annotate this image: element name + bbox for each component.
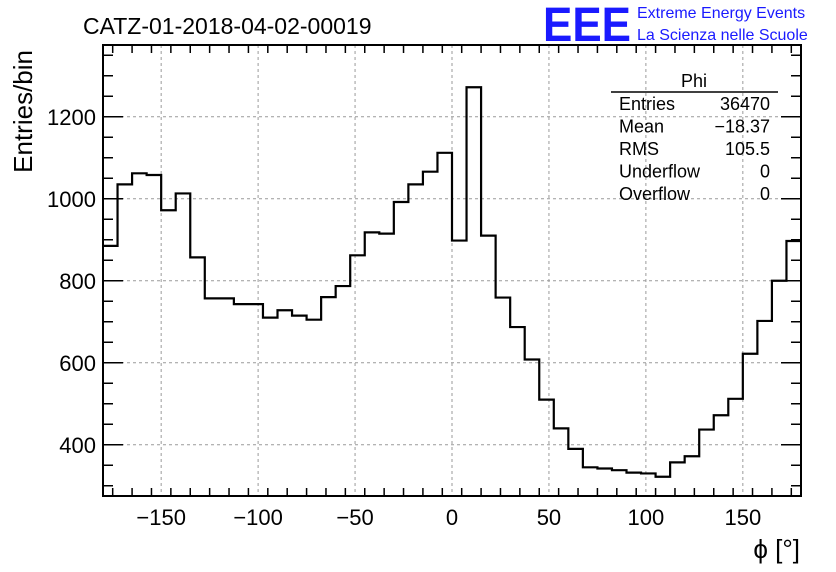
stats-value: 105.5 — [725, 139, 770, 159]
stats-label: Mean — [619, 117, 664, 137]
stats-value: 36470 — [720, 94, 770, 114]
stats-label: RMS — [619, 139, 659, 159]
y-axis-label: Entries/bin — [8, 50, 38, 173]
chart-title: CATZ-01-2018-04-02-00019 — [83, 13, 372, 39]
x-tick-label: 50 — [537, 505, 561, 530]
x-tick-label: −150 — [136, 505, 186, 530]
x-tick-label: −100 — [233, 505, 283, 530]
stats-label: Underflow — [619, 162, 701, 182]
stats-value: 0 — [760, 162, 770, 182]
x-axis-label: ϕ [°] — [753, 534, 800, 564]
stats-label: Entries — [619, 94, 675, 114]
x-axis-ticks — [111, 45, 793, 496]
x-tick-label: 150 — [724, 505, 761, 530]
y-axis-tick-labels: 400 600 800 1000 1200 — [47, 105, 96, 458]
y-tick-label: 1000 — [47, 187, 96, 212]
x-tick-label: −50 — [336, 505, 373, 530]
y-tick-label: 400 — [59, 433, 96, 458]
y-tick-label: 800 — [59, 269, 96, 294]
stats-rows: Entries 36470 Mean −18.37 RMS 105.5 Underflow 0… — [619, 94, 770, 204]
eee-logo: EEE Extreme Energy Events La Scienza nel… — [543, 0, 808, 52]
plot-frame — [102, 44, 802, 497]
x-tick-label: 0 — [446, 505, 458, 530]
logo-line-1: Extreme Energy Events — [637, 5, 805, 22]
stats-label: Overflow — [619, 184, 691, 204]
y-axis-ticks — [103, 54, 801, 487]
y-tick-label: 1200 — [47, 105, 96, 130]
stats-value: −18.37 — [714, 117, 770, 137]
stats-value: 0 — [760, 184, 770, 204]
x-tick-label: 100 — [628, 505, 665, 530]
eee-logo-mark: EEE — [543, 0, 631, 52]
histogram-line — [103, 86, 801, 478]
logo-line-2: La Scienza nelle Scuole — [637, 27, 808, 44]
grid-lines — [103, 45, 801, 496]
x-axis-tick-labels: −150 −100 −50 0 50 100 150 — [136, 505, 761, 530]
stats-box: Phi Entries 36470 Mean −18.37 RMS 105.5 Underf… — [611, 71, 778, 204]
y-tick-label: 600 — [59, 351, 96, 376]
stats-title: Phi — [681, 71, 707, 91]
